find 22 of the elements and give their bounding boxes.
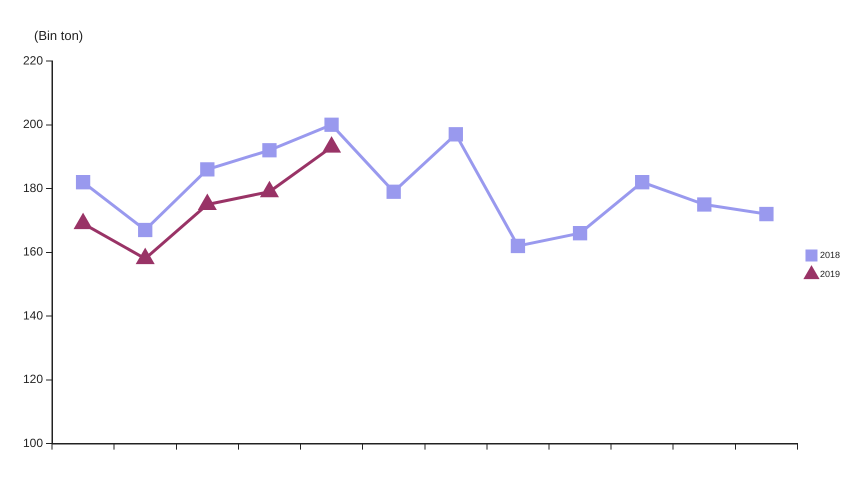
- y-tick-label: 120: [22, 372, 44, 386]
- y-tick-label: 220: [22, 53, 44, 68]
- point: [448, 127, 463, 142]
- point: [510, 238, 526, 254]
- y-tick-label: 200: [22, 117, 44, 132]
- y-axis-title: (Bin ton): [34, 28, 84, 43]
- legend-label: 2019: [820, 268, 840, 279]
- y-tick-label: 180: [22, 180, 44, 195]
- point: [76, 175, 90, 190]
- point: [635, 175, 650, 190]
- y-tick-label: 160: [22, 244, 44, 259]
- y-tick-label: 140: [22, 308, 44, 322]
- y-tick-label: 100: [22, 436, 44, 450]
- point: [572, 226, 588, 240]
- legend-label: 2018: [820, 250, 840, 260]
- point: [386, 184, 401, 199]
- point: [138, 222, 152, 238]
- point: [200, 162, 214, 177]
- point: [262, 143, 277, 158]
- point: [759, 206, 774, 222]
- point: [324, 118, 339, 132]
- point: [697, 197, 712, 212]
